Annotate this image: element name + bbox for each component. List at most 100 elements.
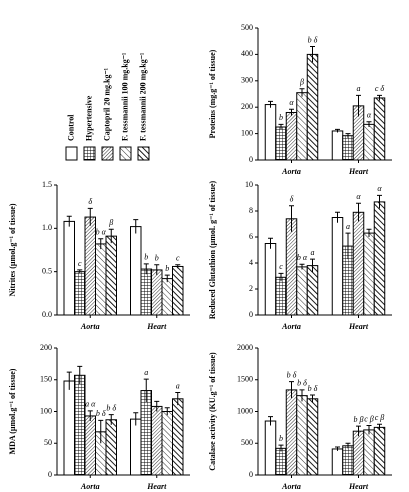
bar [285,111,298,161]
significance-label: b [144,253,148,262]
error-bar [345,232,351,260]
y-tick-label: 0.0 [42,310,52,319]
significance-label: a [346,222,350,231]
error-bar [299,88,305,97]
error-bar [299,389,305,402]
x-tick-label: Heart [348,322,369,331]
significance-label: α [289,98,294,107]
error-bar [87,410,93,422]
bar [264,243,277,316]
error-bar [289,108,294,116]
bar [331,130,344,161]
bar [172,398,184,476]
y-axis-label: Reduced Glutathion (µmol. g⁻¹ of tissue) [208,180,217,319]
significance-label: α [356,192,361,201]
legend-label: F. tessmannii 200 mg.kg⁻¹ [138,52,147,141]
legend-swatch [83,146,96,161]
error-bar [366,424,372,435]
legend-label: F. tessmannii 100 mg.kg⁻¹ [120,52,129,141]
error-bar [310,258,315,273]
x-tick-label: Aorta [80,322,100,331]
error-bar [66,215,72,227]
significance-label: b α [297,253,308,262]
error-bar [98,419,104,444]
bar [342,445,354,476]
bar [130,226,142,316]
x-tick-label: Heart [146,322,167,331]
significance-label: b δ [308,384,318,393]
y-tick-label: 1.5 [42,180,52,189]
significance-label: c β [375,413,385,422]
bar [74,374,86,476]
significance-label: c δ [375,84,385,93]
y-tick-label: 0 [249,155,253,164]
y-tick-label: 500 [241,23,253,32]
error-bar [335,446,340,451]
y-tick-label: 1.0 [42,223,52,232]
y-tick-label: 10 [245,180,253,189]
error-bar [268,416,273,426]
legend-swatch [137,146,150,161]
significance-label: b δ [287,370,297,379]
bar [275,276,287,316]
significance-label: a [311,248,315,257]
y-tick-label: 200 [241,102,253,111]
error-bar [98,238,104,250]
significance-label: α [367,111,372,120]
bar [342,135,354,161]
bar [331,217,344,316]
error-bar [366,121,372,127]
y-tick-label: 0.5 [42,266,52,275]
bar [363,429,375,476]
significance-label: b [279,113,283,122]
legend-swatch [119,146,132,161]
significance-label: c [279,262,283,271]
y-tick-label: 2 [249,284,253,293]
error-bar [310,45,315,63]
bar [63,380,75,476]
x-tick-label: Heart [146,482,167,491]
significance-label: δ [290,195,294,204]
y-tick-label: 300 [241,76,253,85]
bar [161,278,173,316]
bar [363,232,375,316]
y-axis-label: MDA (µmol.g⁻¹ of tissue) [8,368,17,454]
bar [352,430,365,476]
bar [84,415,96,476]
y-tick-label: 1500 [237,375,253,384]
y-tick-label: 0 [48,470,52,479]
error-bar [77,365,83,385]
bar [74,271,86,316]
y-axis-label: Proteins (mg.g⁻¹ of tissue) [208,49,217,138]
significance-label: b [279,434,283,443]
error-bar [164,274,170,283]
significance-label: c β [364,414,374,423]
significance-label: α [377,184,382,193]
bar [63,220,75,316]
significance-label: a [176,381,180,390]
error-bar [268,100,273,108]
error-bar [154,264,160,276]
error-bar [377,423,382,431]
error-bar [77,269,83,274]
bar [331,448,344,476]
significance-label: a [144,368,148,377]
error-bar [377,194,382,209]
y-tick-label: 100 [40,406,52,415]
bar [264,104,277,161]
significance-label: b δ [308,35,318,44]
error-bar [108,228,114,244]
significance-label: b δ [96,409,106,418]
error-bar [366,228,372,237]
legend-label: Hypertensive [84,95,93,141]
error-bar [299,263,305,270]
significance-label: b δ [106,404,116,413]
error-bar [289,381,294,399]
legend-swatch [101,146,114,161]
bar [285,389,298,476]
y-tick-label: 500 [241,438,253,447]
error-bar [356,202,361,222]
significance-label: c [78,259,82,268]
y-tick-label: 100 [241,128,253,137]
y-axis-label: Nitrites (µmol.g⁻¹ of tissue) [8,203,17,296]
